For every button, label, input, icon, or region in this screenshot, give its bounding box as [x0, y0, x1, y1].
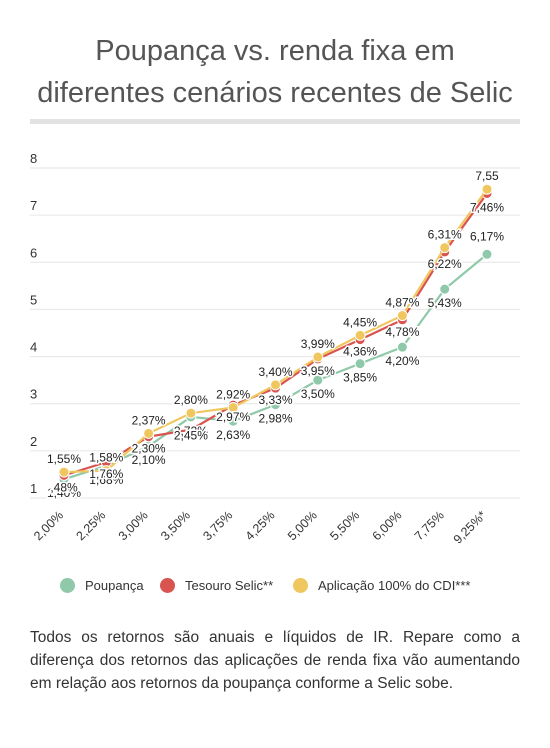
- data-point: [270, 399, 281, 411]
- data-label: 7,55: [475, 169, 499, 183]
- data-point: [312, 374, 324, 386]
- y-tick-label: 1: [30, 481, 37, 496]
- chart-title-line-2: diferentes cenários recentes de Selic: [37, 77, 513, 109]
- x-tick-label: 5,50%: [327, 508, 362, 543]
- data-label: 3,33%: [258, 393, 292, 407]
- legend-label-tesouro-selic: Tesouro Selic**: [185, 578, 274, 593]
- chart-title: Poupança vs. renda fixa em diferentes ce…: [0, 30, 550, 114]
- data-label: 1,68%: [89, 473, 123, 487]
- data-label: 2,80%: [174, 393, 208, 407]
- data-label: 3,99%: [301, 337, 335, 351]
- x-tick-label: 3,50%: [158, 508, 193, 543]
- data-label: 3,50%: [301, 387, 335, 401]
- y-tick-label: 5: [30, 292, 37, 307]
- y-tick-label: 2: [30, 434, 37, 449]
- x-tick-label: 5,00%: [285, 508, 320, 543]
- data-point: [58, 466, 70, 478]
- data-point: [185, 407, 197, 419]
- data-point: [270, 379, 281, 391]
- x-tick-label: 3,00%: [116, 508, 151, 543]
- x-tick-label: 2,25%: [73, 508, 108, 543]
- data-label: 2,92%: [216, 387, 250, 401]
- gridlines: 1 2 3 4 5 6 7 8: [30, 151, 520, 499]
- data-point: [354, 358, 366, 370]
- legend-swatch-poupanca: [60, 578, 75, 593]
- y-tick-label: 8: [30, 151, 37, 166]
- data-point: [227, 415, 239, 427]
- y-tick-label: 7: [30, 198, 37, 213]
- data-point: [143, 427, 155, 439]
- data-label: 5,43%: [428, 296, 462, 310]
- data-label: 4,87%: [385, 296, 419, 310]
- chart-title-line-1: Poupança vs. renda fixa em: [95, 35, 455, 67]
- x-tick-label: 9,25%*: [451, 508, 489, 546]
- data-label: 2,45%: [174, 429, 208, 443]
- y-tick-label: 3: [30, 387, 37, 402]
- data-label: 3,40%: [258, 365, 292, 379]
- data-point: [439, 242, 451, 254]
- series-line: [63, 188, 488, 474]
- data-label: 6,17%: [470, 229, 504, 243]
- data-point: [396, 341, 408, 353]
- data-label: 1,58%: [89, 451, 123, 465]
- data-labels: 1,40% 1,68% 2,10% 2,72% 2,63% 2,98% 3,50% 3,85%…: [45, 168, 505, 502]
- x-tick-label: 2,00%: [31, 508, 66, 543]
- data-label: ,48%: [50, 480, 78, 494]
- legend-label-poupanca: Poupança: [85, 578, 144, 593]
- data-point: [439, 283, 451, 295]
- data-point: [185, 424, 197, 436]
- data-label: 4,78%: [385, 325, 419, 339]
- data-label: 6,31%: [428, 228, 462, 242]
- x-tick-label: 4,25%: [243, 508, 278, 543]
- footnote-text: Todos os retornos são anuais e líquidos …: [30, 629, 520, 692]
- data-label: 2,30%: [132, 442, 166, 456]
- data-label: 4,36%: [343, 345, 377, 359]
- data-label: 4,45%: [343, 315, 377, 329]
- data-label: 2,63%: [216, 428, 250, 442]
- chart-legend: Poupança Tesouro Selic** Aplicação 100% …: [0, 578, 550, 600]
- data-label: 7,46%: [470, 200, 504, 214]
- data-point: [396, 310, 408, 322]
- y-tick-label: 6: [30, 245, 37, 260]
- data-label: 2,97%: [216, 410, 250, 424]
- title-divider: [30, 119, 520, 124]
- x-axis: 2,00% 2,25% 3,00% 3,50% 3,75% 4,25% 5,00% 5,50%…: [31, 508, 489, 546]
- data-point: [100, 465, 112, 477]
- data-label: 2,10%: [132, 453, 166, 467]
- legend-swatch-aplicacao-cdi: [293, 578, 308, 593]
- data-point: [227, 401, 239, 413]
- series-2: [58, 183, 493, 478]
- legend-item-aplicacao-cdi: Aplicação 100% do CDI***: [293, 578, 470, 593]
- data-label: 2,72%: [174, 424, 208, 438]
- data-label: 4,20%: [385, 354, 419, 368]
- y-tick-label: 4: [30, 340, 37, 355]
- series-line: [63, 192, 488, 477]
- data-point: [354, 329, 366, 341]
- x-tick-label: 6,00%: [370, 508, 405, 543]
- data-label: 2,37%: [132, 413, 166, 427]
- legend-label-aplicacao-cdi: Aplicação 100% do CDI***: [318, 578, 471, 593]
- data-label: 1,76%: [89, 467, 123, 481]
- legend-swatch-tesouro-selic: [160, 578, 175, 593]
- data-point: [481, 248, 493, 260]
- data-label: 3,85%: [343, 371, 377, 385]
- x-tick-label: 7,75%: [412, 508, 447, 543]
- data-label: 6,22%: [428, 257, 462, 271]
- data-label: 1,40%: [47, 486, 81, 500]
- legend-item-tesouro-selic: Tesouro Selic**: [160, 578, 273, 593]
- data-label: 3,95%: [301, 364, 335, 378]
- data-label: 1,55%: [47, 452, 81, 466]
- legend-item-poupanca: Poupança: [60, 578, 144, 593]
- data-point: [481, 183, 493, 195]
- data-point: [312, 351, 324, 363]
- x-tick-label: 3,75%: [200, 508, 235, 543]
- data-label: 2,98%: [258, 412, 292, 426]
